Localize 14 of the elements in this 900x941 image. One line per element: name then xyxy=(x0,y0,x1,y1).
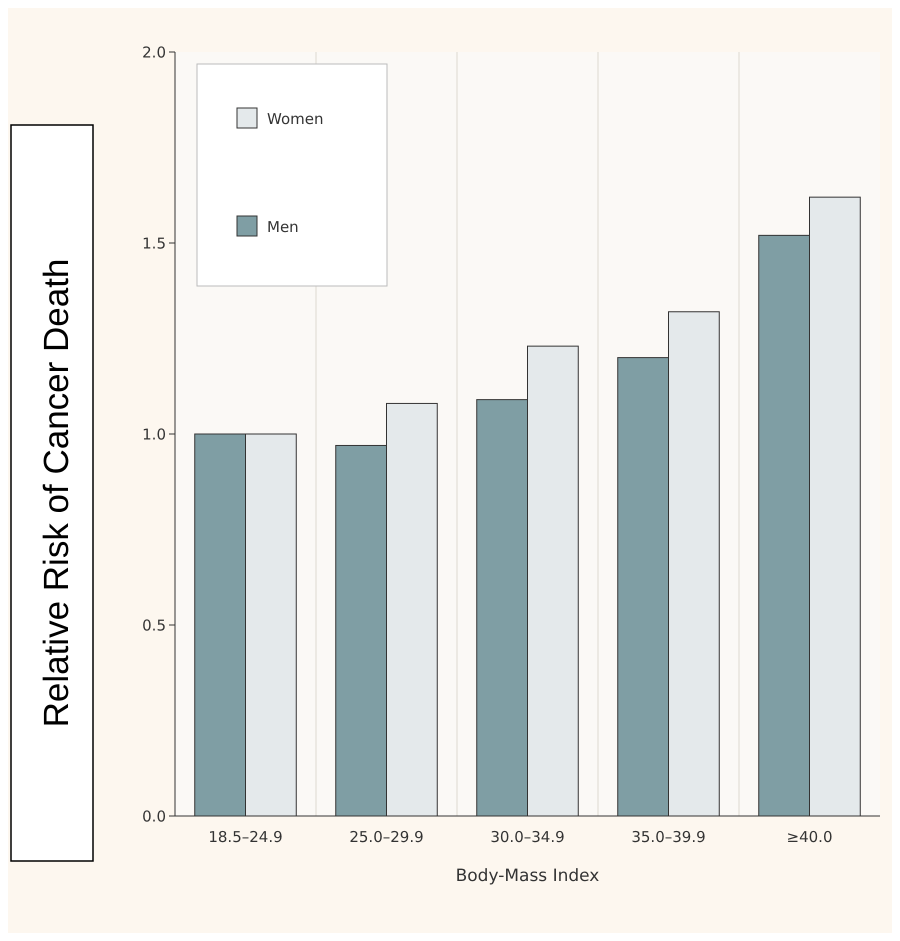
x-tick-label: 18.5–24.9 xyxy=(208,828,283,846)
y-tick-label: 0.5 xyxy=(142,616,166,634)
y-axis-title: Relative Risk of Cancer Death xyxy=(37,258,76,728)
y-tick-label: 1.5 xyxy=(142,234,166,252)
y-tick-label: 0.0 xyxy=(142,807,166,826)
x-tick-label: 30.0–34.9 xyxy=(490,828,565,846)
legend-label: Women xyxy=(267,110,324,128)
x-tick-label: 35.0–39.9 xyxy=(631,828,706,846)
y-tick-label: 1.0 xyxy=(142,425,166,444)
legend-label: Men xyxy=(267,218,299,236)
x-axis-title: Body-Mass Index xyxy=(456,866,600,886)
y-tick-label: 2.0 xyxy=(142,43,166,62)
x-tick-label: ≥40.0 xyxy=(786,828,832,846)
x-tick-label: 25.0–29.9 xyxy=(349,828,424,846)
